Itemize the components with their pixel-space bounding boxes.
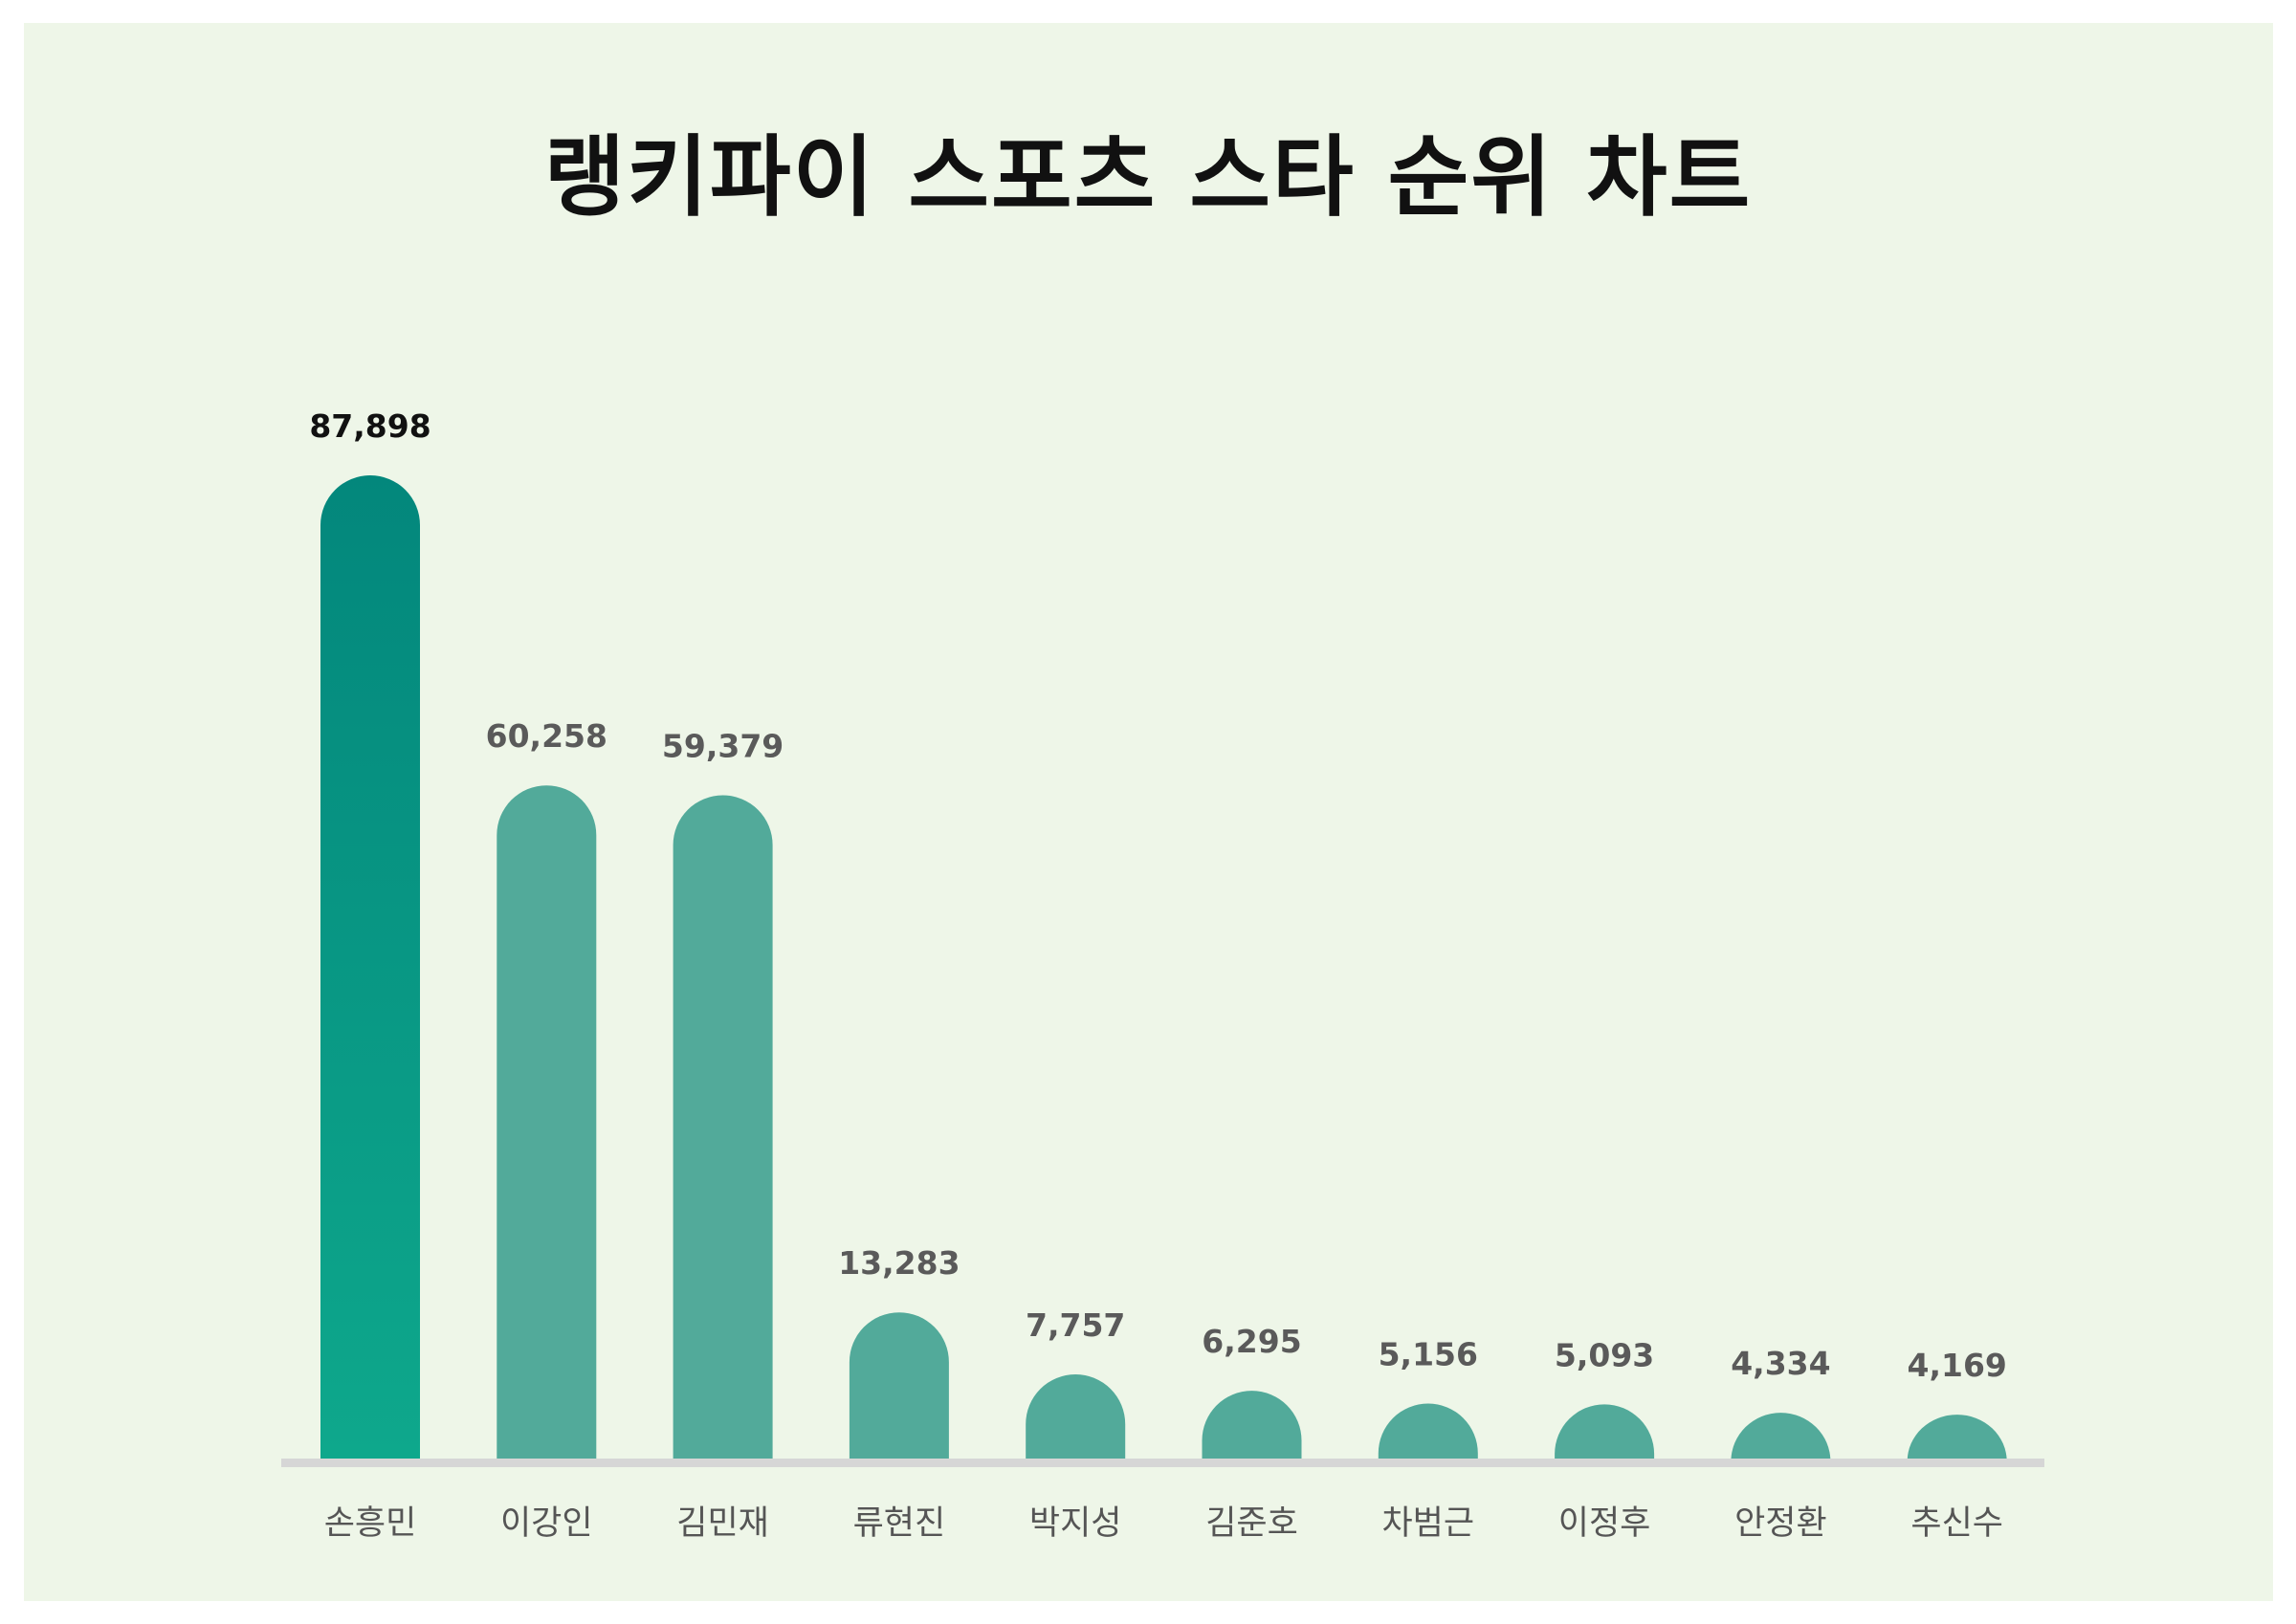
value-label-10: 4,169 (1908, 1347, 2007, 1384)
value-label-9: 4,334 (1731, 1345, 1830, 1382)
category-label-6: 김준호 (1205, 1504, 1298, 1543)
value-label-2: 60,258 (486, 717, 607, 755)
category-label-9: 안정환 (1734, 1504, 1827, 1543)
value-label-5: 7,757 (1026, 1306, 1125, 1344)
value-label-4: 13,283 (838, 1244, 960, 1282)
category-label-5: 박지성 (1029, 1504, 1122, 1543)
x-axis-baseline (281, 1459, 2044, 1467)
category-label-1: 손흥민 (324, 1504, 417, 1543)
bar-3 (673, 795, 773, 1461)
chart-title: 랭키파이 스포츠 스타 순위 차트 (543, 126, 1753, 229)
value-label-8: 5,093 (1555, 1336, 1654, 1373)
bar-10 (1907, 1415, 2007, 1461)
category-label-7: 차범근 (1381, 1504, 1474, 1543)
bar-5 (1026, 1374, 1126, 1461)
bar-9 (1731, 1413, 1831, 1461)
bar-2 (497, 785, 597, 1461)
category-label-4: 류현진 (853, 1504, 946, 1543)
value-label-7: 5,156 (1379, 1336, 1478, 1373)
bar-4 (849, 1312, 949, 1461)
bar-6 (1202, 1391, 1302, 1461)
bar-8 (1555, 1404, 1655, 1461)
category-label-10: 추신수 (1910, 1504, 2003, 1543)
bar-1 (320, 475, 420, 1461)
value-label-6: 6,295 (1202, 1323, 1301, 1360)
category-label-2: 이강인 (500, 1504, 593, 1543)
bars-layer (320, 475, 2007, 1461)
category-label-3: 김민재 (676, 1504, 769, 1543)
labels-layer: 87,898 손흥민 60,258 이강인 59,379 김민재 13,283 류현진 7,75… (309, 407, 2007, 1543)
bar-7 (1378, 1403, 1478, 1461)
value-label-1: 87,898 (309, 407, 430, 445)
category-label-8: 이정후 (1558, 1504, 1651, 1543)
value-label-3: 59,379 (662, 728, 784, 765)
